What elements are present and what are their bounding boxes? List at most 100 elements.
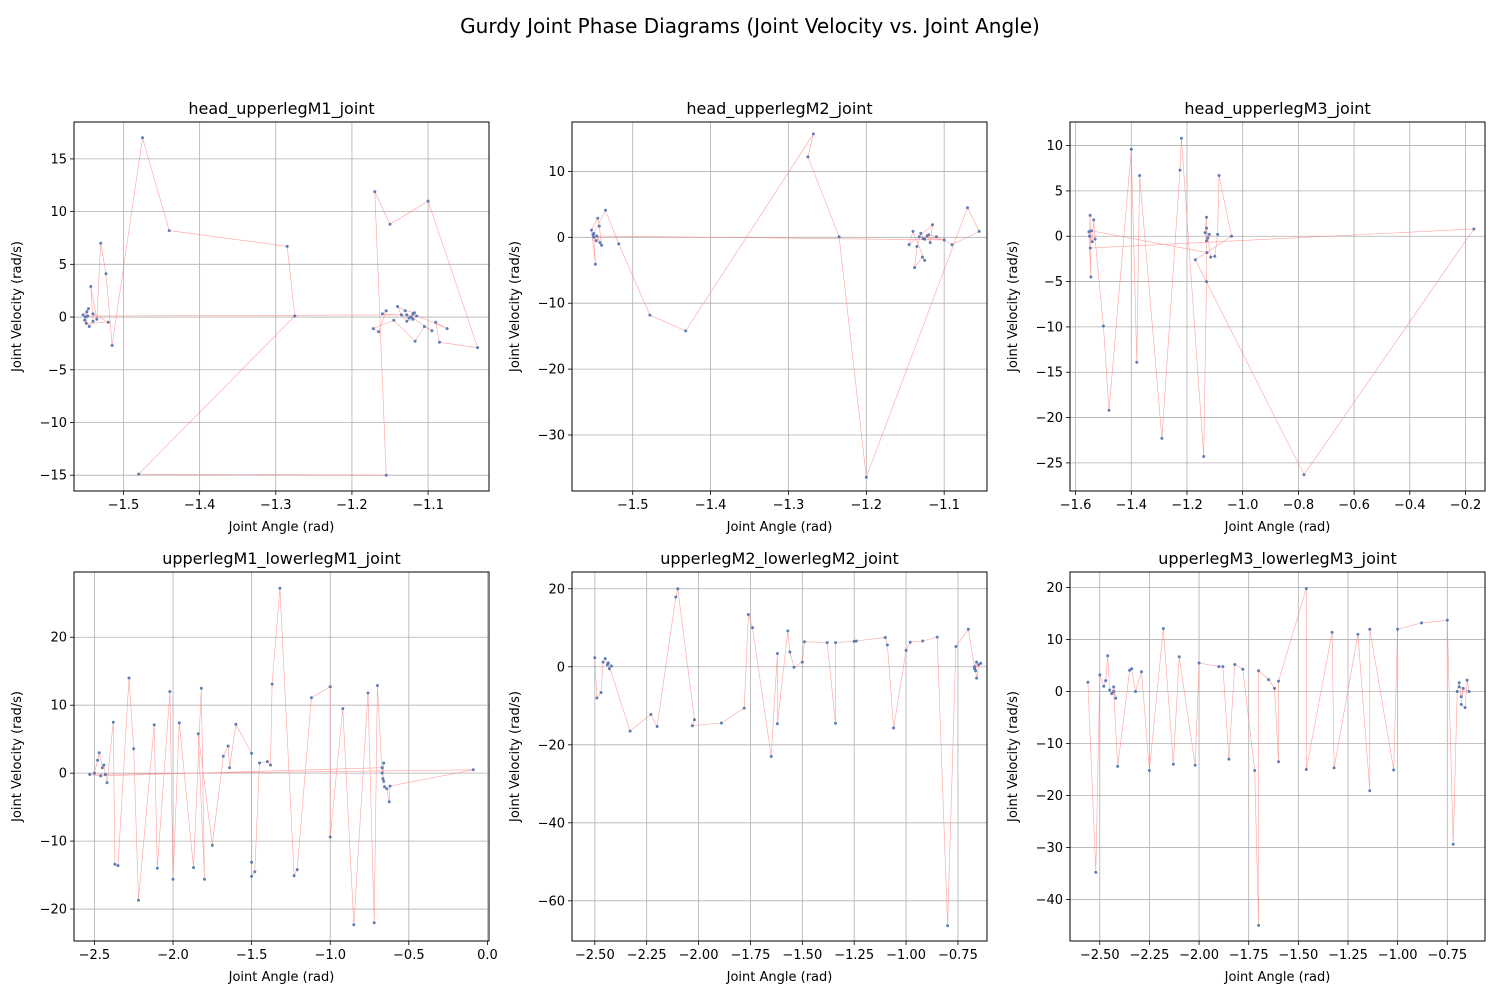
data-point: [883, 636, 887, 639]
data-point: [250, 860, 254, 864]
data-point: [96, 758, 100, 762]
data-point: [975, 676, 979, 680]
y-tick-label: −20: [538, 363, 565, 378]
data-point: [92, 771, 96, 775]
data-point: [392, 318, 396, 322]
data-point: [1106, 654, 1110, 658]
data-point: [409, 315, 413, 319]
x-tick-label: −2.50: [1080, 948, 1120, 963]
y-tick-label: −60: [538, 894, 565, 909]
data-point: [177, 721, 181, 725]
data-point: [920, 255, 924, 259]
x-tick-label: −1.3: [773, 498, 805, 513]
data-point: [1241, 667, 1245, 671]
y-tick-label: −30: [1036, 841, 1063, 856]
data-point: [1093, 237, 1097, 241]
data-point: [1277, 679, 1280, 683]
data-point: [258, 761, 261, 765]
x-tick-label: −1.50: [782, 948, 822, 963]
data-point: [942, 238, 946, 242]
data-point: [137, 472, 141, 476]
data-point: [1420, 621, 1423, 625]
data-point: [1112, 690, 1116, 693]
data-point: [1396, 627, 1400, 631]
phase-trajectory-line: [82, 137, 479, 476]
data-point: [104, 272, 108, 276]
axes-frame: [571, 571, 988, 942]
data-point: [692, 718, 696, 722]
y-tick-label: −20: [40, 903, 67, 918]
data-point: [1161, 627, 1165, 631]
data-point: [1368, 627, 1372, 631]
data-point: [746, 613, 750, 616]
data-point: [116, 864, 120, 868]
data-point: [103, 773, 107, 776]
data-point: [1193, 258, 1197, 262]
data-point: [854, 639, 858, 643]
data-point: [1304, 768, 1308, 771]
y-tick-label: 0: [557, 231, 565, 246]
data-point: [1140, 670, 1143, 674]
x-tick-label: −2.25: [1130, 948, 1170, 963]
data-point: [921, 237, 925, 241]
data-point: [1179, 136, 1183, 140]
data-point: [775, 722, 779, 726]
data-point: [917, 235, 921, 239]
y-tick-label: −15: [40, 469, 67, 484]
data-point: [1332, 766, 1336, 770]
x-tick-label: −0.8: [1283, 498, 1315, 513]
data-point: [973, 667, 976, 671]
data-point: [1197, 661, 1201, 665]
data-point: [1110, 692, 1114, 696]
x-tick-label: −0.2: [1450, 498, 1482, 513]
data-point: [434, 320, 438, 324]
x-tick-label: −1.5: [236, 948, 268, 963]
data-point: [95, 317, 99, 321]
data-point: [105, 781, 109, 785]
y-tick-label: −30: [538, 428, 565, 443]
phase-trajectory-line: [89, 588, 474, 925]
data-point: [1368, 789, 1372, 793]
data-point: [593, 656, 597, 660]
data-point: [226, 744, 230, 748]
data-point: [690, 724, 694, 728]
y-tick-label: −40: [538, 816, 565, 831]
data-point: [1088, 213, 1092, 217]
subplot-3: −1.6 −1.4 −1.2 −1.0 −0.8 −0.6 −0.4 −0.2 −25 −20 −1…: [1006, 99, 1486, 535]
data-point: [919, 231, 923, 235]
x-tick-label: −2.00: [1179, 948, 1219, 963]
data-point: [278, 586, 282, 590]
y-tick-label: 0: [59, 311, 67, 326]
data-point: [113, 862, 117, 866]
x-tick-label: −1.1: [928, 498, 960, 513]
data-point: [1205, 226, 1208, 230]
data-point: [1457, 685, 1461, 689]
data-point: [167, 229, 171, 233]
x-tick-label: −1.4: [184, 498, 216, 513]
x-tick-label: −1.75: [1229, 948, 1269, 963]
data-point: [934, 235, 938, 239]
data-point: [1463, 706, 1467, 710]
y-tick-label: −5: [1044, 275, 1063, 290]
data-point: [1217, 174, 1221, 177]
x-axis-label: Joint Angle (rad): [1224, 970, 1331, 985]
data-point: [384, 473, 388, 477]
y-tick-label: −10: [40, 835, 67, 850]
data-point: [88, 773, 92, 776]
data-point: [1304, 587, 1308, 591]
data-point: [250, 751, 254, 755]
data-point: [1217, 665, 1221, 669]
data-point: [411, 317, 415, 321]
subplot-6: −2.50 −2.25 −2.00 −1.75 −1.50 −1.25 −1.00 −0.75…: [1006, 549, 1486, 985]
data-point: [1086, 680, 1090, 684]
data-point: [388, 222, 392, 226]
data-point: [341, 707, 345, 711]
axes-frame: [73, 571, 490, 942]
axes-frame: [571, 121, 988, 492]
y-tick-label: −10: [1036, 320, 1063, 335]
data-point: [1090, 240, 1094, 244]
x-tick-label: −1.4: [695, 498, 727, 513]
data-point: [471, 768, 475, 772]
x-tick-label: −2.5: [79, 948, 111, 963]
